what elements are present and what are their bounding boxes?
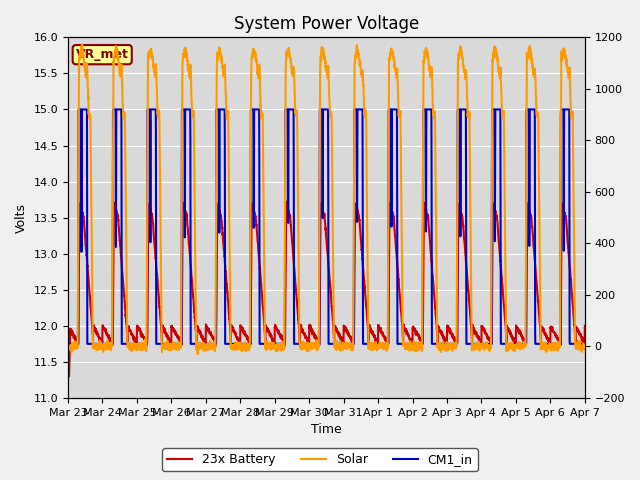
CM1_in <box>285 107 292 112</box>
Solar <box>285 50 292 56</box>
CM1_in <box>581 341 589 347</box>
23x Battery <box>124 334 131 339</box>
Solar <box>154 110 162 116</box>
23x Battery <box>64 366 72 372</box>
Solar <box>581 343 589 348</box>
Solar <box>515 345 523 350</box>
Line: 23x Battery: 23x Battery <box>68 202 585 376</box>
CM1_in <box>262 341 270 347</box>
23x Battery <box>581 323 589 329</box>
CM1_in <box>124 341 131 347</box>
23x Battery <box>65 373 73 379</box>
CM1_in <box>75 107 83 112</box>
Text: VR_met: VR_met <box>76 48 129 61</box>
23x Battery <box>262 326 270 332</box>
CM1_in <box>154 341 162 347</box>
Solar <box>124 330 131 336</box>
23x Battery <box>282 199 290 204</box>
Y-axis label: Volts: Volts <box>15 203 28 233</box>
23x Battery <box>571 331 579 336</box>
Line: CM1_in: CM1_in <box>68 109 585 344</box>
X-axis label: Time: Time <box>311 423 342 436</box>
Solar <box>571 328 579 334</box>
23x Battery <box>515 329 523 335</box>
CM1_in <box>571 341 579 347</box>
23x Battery <box>285 209 292 215</box>
CM1_in <box>515 341 523 347</box>
CM1_in <box>64 341 72 347</box>
Solar <box>64 340 72 346</box>
Legend: 23x Battery, Solar, CM1_in: 23x Battery, Solar, CM1_in <box>163 448 477 471</box>
Solar <box>262 347 270 353</box>
Solar <box>194 351 202 357</box>
Line: Solar: Solar <box>68 44 585 354</box>
Solar <box>78 41 86 47</box>
Title: System Power Voltage: System Power Voltage <box>234 15 419 33</box>
23x Battery <box>154 283 162 289</box>
